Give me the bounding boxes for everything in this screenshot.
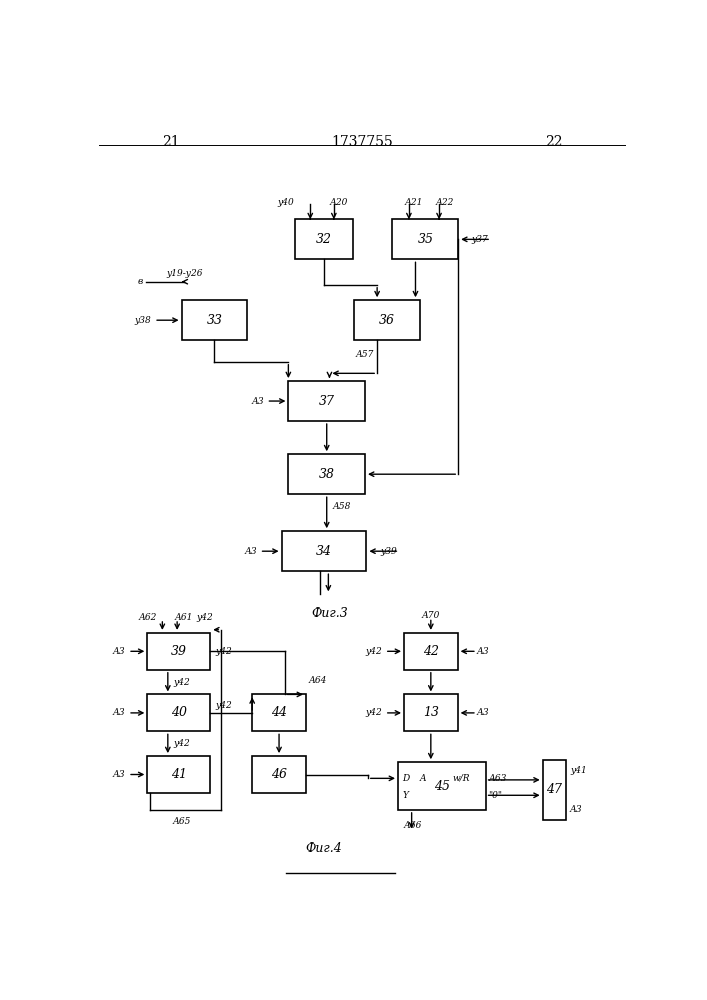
Text: А3: А3 xyxy=(251,397,264,406)
Text: А20: А20 xyxy=(329,198,348,207)
Text: 33: 33 xyxy=(206,314,223,327)
Bar xyxy=(147,694,210,731)
Text: в: в xyxy=(138,277,144,286)
Text: 39: 39 xyxy=(171,645,187,658)
Bar xyxy=(281,531,366,571)
Text: w/R: w/R xyxy=(452,774,470,783)
Bar xyxy=(398,762,486,810)
Text: у38: у38 xyxy=(134,316,151,325)
Text: А3: А3 xyxy=(244,547,257,556)
Text: 21: 21 xyxy=(162,135,180,149)
Text: 46: 46 xyxy=(271,768,287,781)
Text: А3: А3 xyxy=(112,647,125,656)
Text: 47: 47 xyxy=(546,783,562,796)
Text: 38: 38 xyxy=(319,468,334,481)
Text: 32: 32 xyxy=(316,233,332,246)
Bar xyxy=(182,300,247,340)
Text: 41: 41 xyxy=(171,768,187,781)
Text: D: D xyxy=(402,774,409,783)
Bar xyxy=(404,633,457,670)
Text: Фиг.3: Фиг.3 xyxy=(311,607,348,620)
Text: А62: А62 xyxy=(139,613,157,622)
Text: у41: у41 xyxy=(570,766,587,775)
Bar xyxy=(542,760,566,820)
Text: А3: А3 xyxy=(112,708,125,717)
Bar xyxy=(252,756,306,793)
Bar xyxy=(288,381,365,421)
Text: у42: у42 xyxy=(173,678,190,687)
Text: у42: у42 xyxy=(216,701,233,710)
Text: у19-у26: у19-у26 xyxy=(166,269,202,278)
Text: у42: у42 xyxy=(366,647,382,656)
Text: 35: 35 xyxy=(417,233,433,246)
Bar xyxy=(147,633,210,670)
Text: у42: у42 xyxy=(197,613,213,622)
Text: А57: А57 xyxy=(355,350,373,359)
Bar xyxy=(392,219,458,259)
Text: А3: А3 xyxy=(112,770,125,779)
Text: "0": "0" xyxy=(489,791,503,800)
Text: 34: 34 xyxy=(316,545,332,558)
Bar xyxy=(404,694,457,731)
Text: Фиг.4: Фиг.4 xyxy=(305,842,342,855)
Text: 13: 13 xyxy=(423,706,439,719)
Text: А65: А65 xyxy=(173,817,191,826)
Text: 1737755: 1737755 xyxy=(332,135,393,149)
Text: 37: 37 xyxy=(319,395,334,408)
Text: Y: Y xyxy=(402,791,409,800)
Text: А3: А3 xyxy=(477,708,489,717)
Text: А22: А22 xyxy=(436,198,454,207)
Text: А58: А58 xyxy=(332,502,351,511)
Text: у42: у42 xyxy=(173,739,190,748)
Text: 42: 42 xyxy=(423,645,439,658)
Text: А3: А3 xyxy=(570,805,583,814)
Text: у42: у42 xyxy=(366,708,382,717)
Text: у40: у40 xyxy=(277,198,294,207)
Text: 45: 45 xyxy=(434,780,450,793)
Bar xyxy=(354,300,420,340)
Text: у39: у39 xyxy=(380,547,397,556)
Text: 22: 22 xyxy=(545,135,563,149)
Text: А66: А66 xyxy=(404,821,422,830)
Text: А64: А64 xyxy=(309,676,327,685)
Bar xyxy=(288,454,365,494)
Text: 36: 36 xyxy=(379,314,395,327)
Bar xyxy=(296,219,353,259)
Text: 40: 40 xyxy=(171,706,187,719)
Bar xyxy=(147,756,210,793)
Text: А61: А61 xyxy=(175,613,193,622)
Bar xyxy=(252,694,306,731)
Text: А21: А21 xyxy=(404,198,423,207)
Text: A: A xyxy=(420,774,426,783)
Text: А3: А3 xyxy=(477,647,489,656)
Text: у37: у37 xyxy=(472,235,489,244)
Text: у42: у42 xyxy=(216,647,233,656)
Text: 44: 44 xyxy=(271,706,287,719)
Text: А63: А63 xyxy=(489,774,507,783)
Text: А70: А70 xyxy=(421,611,440,620)
